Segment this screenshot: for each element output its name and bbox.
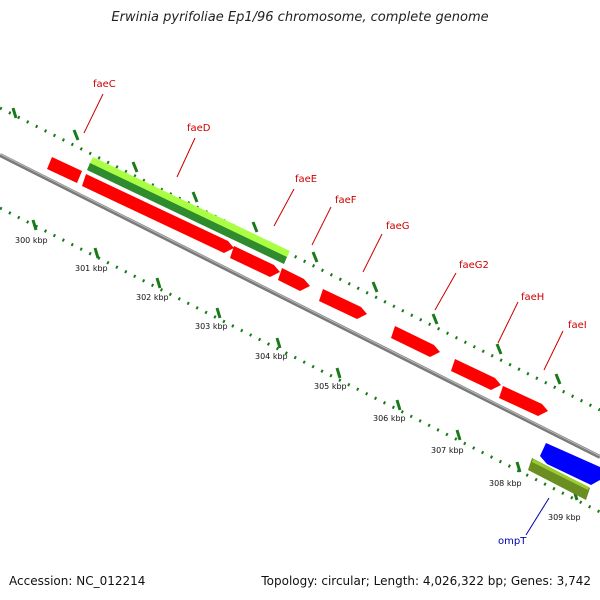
tick-label: 307 kbp — [431, 446, 464, 455]
gene-faeD[interactable] — [82, 174, 234, 253]
tick-label: 306 kbp — [373, 414, 406, 423]
gene-label-faeF: faeF — [335, 195, 357, 206]
gene-label-faeH: faeH — [521, 292, 544, 303]
gene-label-faeG: faeG — [386, 221, 410, 232]
ompT-band — [528, 458, 590, 500]
gene-faeG[interactable] — [319, 289, 367, 319]
gene-label-faeI: faeI — [568, 320, 587, 331]
gene-features — [47, 157, 600, 485]
gene-label-faeE: faeE — [295, 174, 317, 185]
backbone — [0, 153, 600, 459]
gene-label-faeD: faeD — [187, 123, 211, 134]
gene-labels: faeC faeD faeE faeF faeG faeG2 faeH faeI… — [93, 79, 587, 547]
tick-label: 302 kbp — [136, 293, 169, 302]
tick-label: 304 kbp — [255, 352, 288, 361]
gene-faeC[interactable] — [47, 157, 82, 183]
gene-faeF[interactable] — [278, 268, 310, 291]
inner-ruler — [0, 206, 600, 514]
tick-label: 309 kbp — [548, 513, 581, 522]
gene-label-ompT: ompT — [498, 536, 527, 547]
topology-text: Topology: circular; Length: 4,026,322 bp… — [261, 574, 591, 588]
gene-faeH[interactable] — [451, 359, 501, 390]
gene-label-faeG2: faeG2 — [459, 260, 489, 271]
outer-ruler — [0, 106, 600, 412]
gene-faeG2[interactable] — [391, 326, 440, 357]
label-leaders — [83, 93, 564, 536]
gene-label-faeC: faeC — [93, 79, 116, 90]
tick-label: 308 kbp — [489, 479, 522, 488]
tick-label: 303 kbp — [195, 322, 228, 331]
tick-label: 300 kbp — [15, 236, 48, 245]
map-title: Erwinia pyrifoliae Ep1/96 chromosome, co… — [111, 10, 489, 25]
tick-label: 305 kbp — [314, 382, 347, 391]
operon-band — [87, 157, 290, 264]
gene-faeE[interactable] — [230, 246, 280, 277]
gene-ompT[interactable] — [540, 443, 600, 485]
gene-faeI[interactable] — [499, 386, 548, 416]
accession-text: Accession: NC_012214 — [9, 574, 146, 588]
tick-label: 301 kbp — [75, 264, 108, 273]
tick-labels: 300 kbp 301 kbp 302 kbp 303 kbp 304 kbp … — [15, 236, 581, 522]
